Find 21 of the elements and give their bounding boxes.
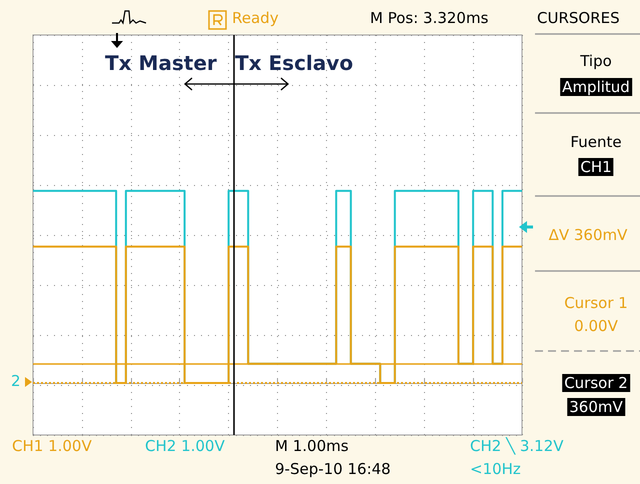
text: Fuente <box>570 133 622 151</box>
text: Tx Esclavo <box>235 51 354 75</box>
text: CURSORES <box>537 9 620 27</box>
text: Tx Master <box>105 51 217 75</box>
text: 0.00V <box>574 317 618 335</box>
text: Amplitud <box>560 78 632 96</box>
text: Cursor 2 <box>562 374 630 392</box>
text: CH1 1.00V <box>12 437 92 455</box>
text: 360mV <box>567 398 625 416</box>
text: 2 <box>11 372 21 390</box>
text: Ready <box>232 9 279 27</box>
text: ΔV 360mV <box>548 226 628 244</box>
text: CH1 <box>578 158 614 176</box>
text: Tipo <box>580 52 612 70</box>
text: CH2 1.00V <box>145 437 225 455</box>
text: CH2 ╲ 3.12V <box>470 437 564 455</box>
text: M Pos: 3.320ms <box>370 9 488 27</box>
text: M 1.00ms <box>275 437 349 455</box>
text: Cursor 1 <box>564 294 628 312</box>
text: <10Hz <box>470 460 521 478</box>
text: 9-Sep-10 16:48 <box>275 460 391 478</box>
